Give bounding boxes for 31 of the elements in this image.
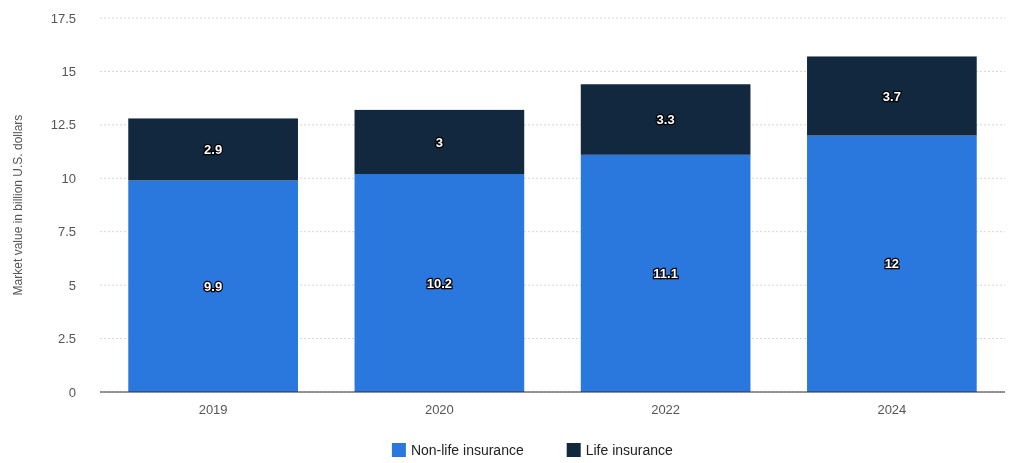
x-tick-label: 2022: [651, 402, 681, 417]
data-label: 12: [884, 256, 900, 272]
y-tick-label: 12.5: [50, 117, 76, 133]
bar: [128, 180, 298, 392]
y-axis-title: Market value in billion U.S. dollars: [11, 114, 25, 296]
y-tick-label: 15: [61, 63, 76, 79]
x-tick-label: 2019: [198, 402, 228, 417]
y-tick-label: 7.5: [57, 224, 76, 240]
data-label: 3.7: [882, 88, 901, 104]
data-label: 3: [435, 134, 443, 150]
y-tick-label: 5: [68, 277, 76, 293]
data-label: 2.9: [204, 141, 223, 157]
data-label: 9.9: [204, 278, 223, 294]
legend-label: Non-life insurance: [410, 442, 524, 458]
bar: [580, 84, 751, 155]
x-tick-label: 2024: [877, 402, 907, 417]
bar: [807, 56, 977, 136]
data-label: 11.1: [653, 265, 678, 281]
bar: [354, 109, 525, 175]
bar: [128, 118, 298, 181]
legend-label: Life insurance: [585, 442, 674, 458]
y-tick-label: 0: [68, 384, 76, 400]
y-tick-label: 17.5: [50, 10, 76, 26]
x-tick-label: 2020: [424, 402, 454, 417]
y-tick-label: 2.5: [57, 331, 76, 347]
bar: [354, 174, 525, 392]
data-label: 3.3: [656, 112, 675, 128]
data-label: 10.2: [426, 275, 453, 291]
bar: [580, 154, 751, 392]
bar: [807, 135, 977, 392]
y-tick-label: 10: [61, 170, 76, 186]
